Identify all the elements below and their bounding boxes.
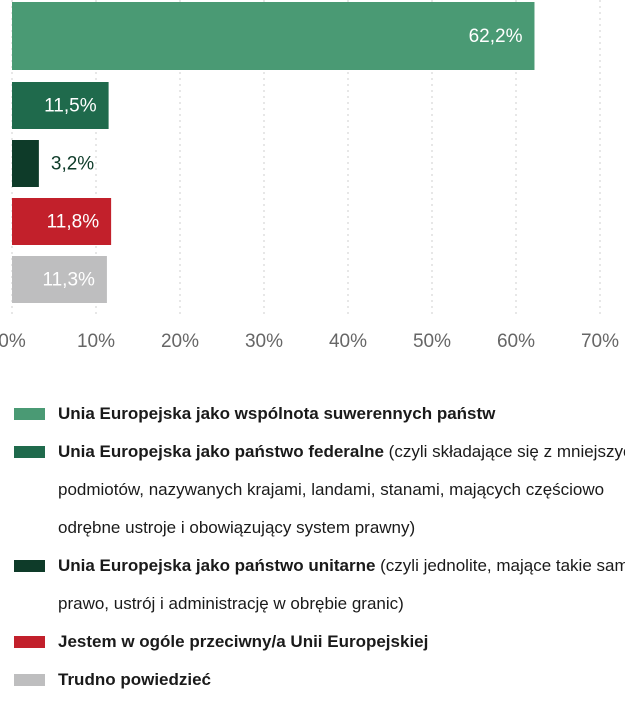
legend-label: Unia Europejska jako państwo federalne	[58, 442, 384, 461]
legend-item: Unia Europejska jako państwo federalne (…	[0, 433, 625, 547]
legend-swatch	[14, 446, 45, 458]
bar	[12, 82, 109, 129]
value-label: 11,5%	[44, 96, 97, 117]
value-label: 11,8%	[47, 212, 100, 233]
value-label: 62,2%	[469, 26, 523, 47]
chart: 0% 10% 20% 30% 40% 50% 60% 70% 62,2% 11,5% 3,2% 11,…	[0, 0, 619, 352]
x-tick-label: 20%	[161, 331, 199, 352]
x-tick-label: 70%	[581, 331, 619, 352]
value-label: 11,3%	[42, 270, 95, 291]
legend-label: Unia Europejska jako wspólnota suwerenny…	[58, 404, 496, 423]
x-tick-label: 30%	[245, 331, 283, 352]
x-tick-label: 10%	[77, 331, 115, 352]
legend-label: Trudno powiedzieć	[58, 670, 212, 689]
x-tick-label: 60%	[497, 331, 535, 352]
x-tick-label: 0%	[0, 331, 26, 352]
value-label: 3,2%	[51, 154, 94, 175]
bar	[12, 198, 112, 245]
bar	[12, 140, 39, 187]
legend-note: (czyli składające się z mniejszych podmi…	[58, 442, 625, 537]
legend-label: Jestem w ogóle przeciwny/a Unii Europejs…	[58, 632, 429, 651]
legend-item: Unia Europejska jako państwo unitarne (c…	[0, 547, 625, 623]
bar	[12, 256, 107, 303]
x-tick-label: 40%	[329, 331, 367, 352]
legend-swatch	[14, 636, 45, 648]
legend-swatch	[14, 674, 45, 686]
bar	[12, 2, 535, 70]
legend-note: (czyli jednolite, mające takie samo praw…	[58, 556, 625, 613]
legend-swatch	[14, 560, 45, 572]
legend-item: Jestem w ogóle przeciwny/a Unii Europejs…	[0, 623, 625, 661]
legend: Unia Europejska jako wspólnota suwerenny…	[0, 395, 625, 699]
legend-label: Unia Europejska jako państwo unitarne	[58, 556, 376, 575]
legend-item: Unia Europejska jako wspólnota suwerenny…	[0, 395, 625, 433]
legend-item: Trudno powiedzieć	[0, 661, 625, 699]
legend-swatch	[14, 408, 45, 420]
x-tick-label: 50%	[413, 331, 451, 352]
